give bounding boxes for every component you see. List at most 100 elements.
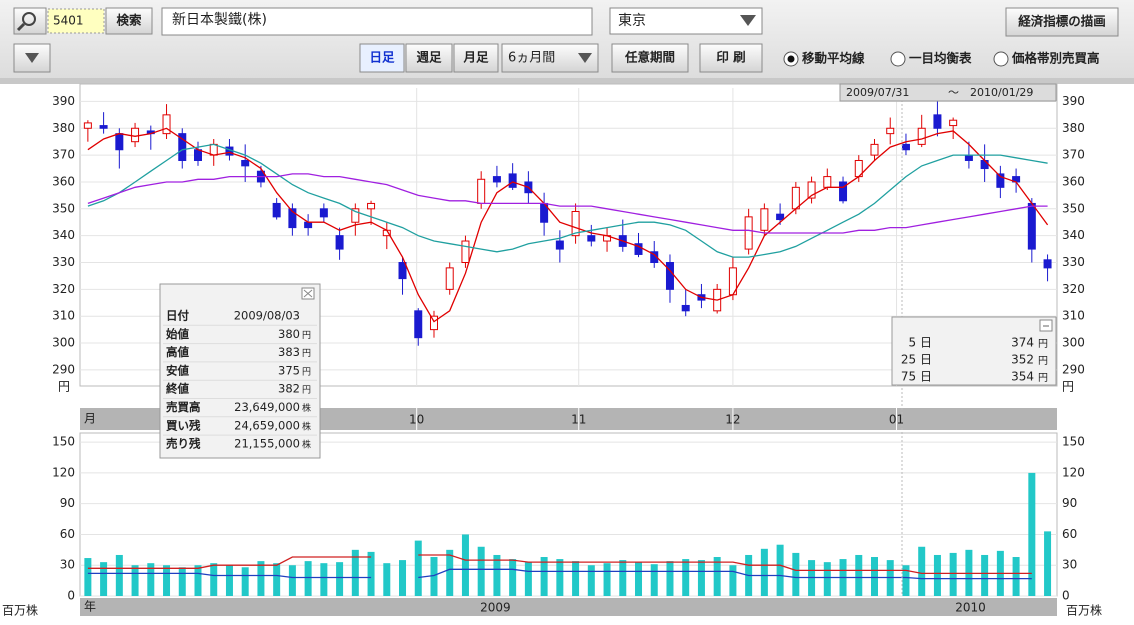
y-tick-label: 360	[52, 174, 75, 188]
candle-body	[807, 181, 816, 199]
code-input[interactable]	[47, 8, 105, 34]
y-unit: 円	[1062, 380, 1074, 394]
line	[87, 143, 1048, 258]
print-button[interactable]	[699, 43, 763, 73]
candle-body	[571, 210, 580, 237]
candle-body	[1043, 259, 1052, 269]
candle-body	[949, 119, 958, 127]
volume-bar	[320, 563, 328, 596]
volume-bar	[194, 565, 202, 596]
candle-body	[760, 208, 769, 231]
ma-name: 5 日	[909, 336, 932, 350]
volume-bar	[399, 560, 407, 596]
info-value: 380	[278, 327, 300, 341]
volume-bar	[933, 554, 941, 596]
volume-bar	[619, 560, 627, 596]
candle-body	[870, 143, 879, 156]
volume-bar	[430, 557, 438, 596]
volume-bar	[163, 565, 171, 596]
candle-body	[445, 267, 454, 290]
period-label: 日足	[369, 50, 395, 65]
candle-body	[162, 114, 171, 135]
market-select[interactable]	[609, 7, 763, 35]
candle-body	[319, 208, 328, 218]
close-icon	[303, 289, 313, 298]
volume-bar	[414, 540, 422, 596]
volume-bar	[336, 562, 344, 596]
volume-bar	[666, 561, 674, 596]
info-label: 安値	[166, 363, 189, 377]
candle-body	[335, 235, 344, 250]
monthly-button[interactable]	[453, 43, 499, 73]
y-tick-label: 380	[1062, 121, 1085, 135]
info-value: 382	[278, 382, 300, 396]
indicator-button[interactable]	[1005, 7, 1119, 37]
y-tick-label: 30	[1062, 558, 1077, 572]
info-unit: 円	[302, 348, 311, 359]
info-label: 買い残	[166, 418, 201, 432]
volume-bar	[603, 563, 611, 596]
candle-body	[665, 262, 674, 290]
y-unit: 百万株	[2, 603, 38, 618]
ma-panel	[891, 316, 1057, 386]
y-tick-label: 90	[60, 496, 75, 510]
candle-body	[964, 154, 973, 161]
candle-body	[351, 208, 360, 223]
x-tick-label: 2010	[955, 601, 986, 615]
radio[interactable]	[890, 51, 906, 67]
search-button[interactable]	[105, 7, 153, 35]
candle-body	[634, 243, 643, 255]
overlay-label: 価格帯別売買高	[1011, 51, 1100, 66]
candle-body	[996, 173, 1005, 188]
candle-body	[99, 125, 108, 129]
custom-range-label: 任意期間	[624, 50, 675, 65]
candle-body	[272, 202, 281, 218]
y-tick-label: 340	[1062, 228, 1085, 242]
volume-bar	[147, 563, 155, 596]
volume-bar	[493, 554, 501, 596]
candle-body	[839, 181, 848, 202]
y-tick-label: 390	[1062, 94, 1085, 108]
info-value: 2009/08/03	[234, 309, 300, 323]
range-sep: ～	[948, 86, 959, 99]
volume-bar	[949, 552, 957, 596]
daily-button[interactable]	[359, 43, 405, 73]
x-tick-label: 11	[571, 413, 586, 427]
weekly-button[interactable]	[405, 43, 453, 73]
ma-value: 374	[1011, 336, 1034, 350]
volume-bar	[871, 557, 879, 596]
y-tick-label: 350	[1062, 201, 1085, 215]
y-tick-label: 370	[52, 148, 75, 162]
search-icon	[16, 22, 26, 32]
ma-value: 352	[1011, 353, 1034, 367]
search-label: 検索	[116, 13, 142, 28]
radio[interactable]	[993, 51, 1009, 67]
candle-body	[555, 240, 564, 250]
candle-body	[241, 159, 250, 167]
y-tick-label: 0	[1062, 589, 1070, 603]
candle-body	[398, 262, 407, 280]
line	[87, 127, 1049, 323]
volume-bar	[178, 567, 186, 596]
ma-unit: 円	[1038, 373, 1048, 384]
y-tick-label: 90	[1062, 496, 1077, 510]
market: 東京	[618, 13, 646, 29]
candle-body	[115, 133, 124, 151]
candle-body	[886, 127, 895, 135]
volume-bar	[225, 565, 233, 596]
x-tick-label: 01	[889, 413, 904, 427]
volume-bar	[210, 563, 218, 596]
y-tick-label: 350	[52, 201, 75, 215]
candle-body	[429, 315, 438, 331]
indicator-label: 経済指標の描画	[1018, 14, 1106, 29]
volume-bar	[509, 559, 517, 596]
y-unit: 百万株	[1066, 603, 1102, 618]
y-tick-label: 320	[52, 282, 75, 296]
volume-bar	[367, 551, 375, 596]
y-tick-label: 60	[1062, 527, 1077, 541]
candle-body	[791, 186, 800, 210]
candle-body	[492, 176, 501, 183]
custom-range-button[interactable]	[611, 43, 689, 73]
info-value: 383	[278, 345, 300, 359]
company-field[interactable]	[161, 7, 593, 36]
